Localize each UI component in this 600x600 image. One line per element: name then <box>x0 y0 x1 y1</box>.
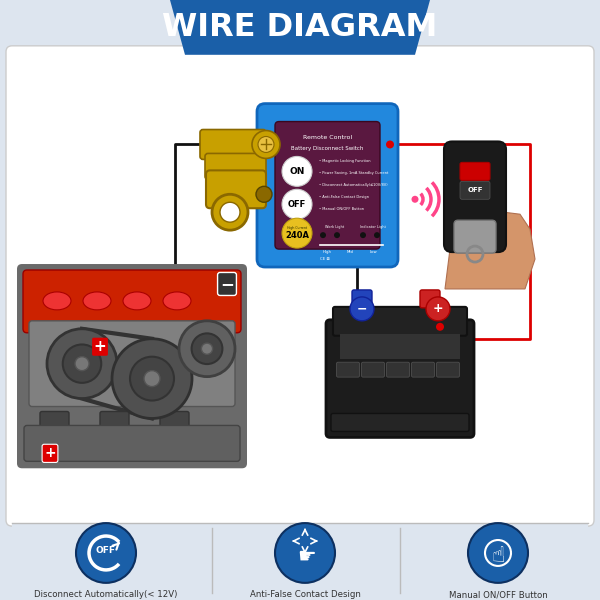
FancyBboxPatch shape <box>460 181 490 199</box>
Text: OFF: OFF <box>467 187 483 193</box>
FancyBboxPatch shape <box>275 122 380 249</box>
FancyBboxPatch shape <box>412 362 434 377</box>
Circle shape <box>130 356 174 401</box>
FancyBboxPatch shape <box>333 307 467 336</box>
Polygon shape <box>445 209 535 289</box>
Circle shape <box>350 297 374 321</box>
Circle shape <box>179 321 235 377</box>
FancyBboxPatch shape <box>24 425 240 461</box>
Text: CE ⊠: CE ⊠ <box>320 257 330 261</box>
Circle shape <box>282 157 312 187</box>
FancyBboxPatch shape <box>420 290 440 308</box>
FancyBboxPatch shape <box>326 320 474 437</box>
FancyBboxPatch shape <box>6 46 594 526</box>
Circle shape <box>75 356 89 371</box>
Text: ☝: ☝ <box>491 546 505 566</box>
Circle shape <box>144 371 160 386</box>
FancyBboxPatch shape <box>160 412 189 451</box>
FancyBboxPatch shape <box>206 170 266 208</box>
Circle shape <box>47 329 117 398</box>
Text: • Anti-False Contact Design: • Anti-False Contact Design <box>319 195 369 199</box>
Circle shape <box>334 232 340 238</box>
FancyBboxPatch shape <box>361 362 385 377</box>
Text: ☛: ☛ <box>298 547 316 567</box>
Circle shape <box>256 187 272 202</box>
Text: Remote Control: Remote Control <box>303 135 352 140</box>
Text: OFF: OFF <box>288 200 306 209</box>
Circle shape <box>212 194 248 230</box>
Text: Indicator Light: Indicator Light <box>360 225 386 229</box>
FancyBboxPatch shape <box>205 154 266 179</box>
Text: • Manual ON/OFF Button: • Manual ON/OFF Button <box>319 207 364 211</box>
Circle shape <box>360 232 366 238</box>
Circle shape <box>252 131 280 158</box>
Text: OFF: OFF <box>96 547 116 556</box>
FancyBboxPatch shape <box>331 413 469 431</box>
Text: Battery Disconnect Switch: Battery Disconnect Switch <box>292 146 364 151</box>
FancyBboxPatch shape <box>461 195 499 228</box>
Text: WIRE DIAGRAM: WIRE DIAGRAM <box>163 13 437 43</box>
Ellipse shape <box>163 292 191 310</box>
Ellipse shape <box>43 292 71 310</box>
FancyBboxPatch shape <box>40 412 69 451</box>
Text: Anti-False Contact Design: Anti-False Contact Design <box>250 590 361 599</box>
Circle shape <box>202 343 212 355</box>
Circle shape <box>412 196 419 203</box>
Text: • Power Saving, 1mA Standby Current: • Power Saving, 1mA Standby Current <box>319 172 388 175</box>
FancyBboxPatch shape <box>257 104 398 267</box>
Circle shape <box>112 339 192 418</box>
Text: Mid: Mid <box>347 250 353 254</box>
FancyBboxPatch shape <box>352 290 372 308</box>
Text: Manual ON/OFF Button: Manual ON/OFF Button <box>449 590 547 599</box>
FancyBboxPatch shape <box>23 270 241 333</box>
Circle shape <box>426 297 450 321</box>
Text: +: + <box>94 339 106 354</box>
Text: 240A: 240A <box>285 230 309 239</box>
Text: • Magnetic Locking Function: • Magnetic Locking Function <box>319 160 371 163</box>
Circle shape <box>282 190 312 219</box>
Text: −: − <box>220 275 234 293</box>
Circle shape <box>76 523 136 583</box>
Text: +: + <box>44 446 56 460</box>
Circle shape <box>320 232 326 238</box>
Text: • Disconnect Automatically(≤10V/8V): • Disconnect Automatically(≤10V/8V) <box>319 184 388 187</box>
FancyBboxPatch shape <box>454 220 496 253</box>
Circle shape <box>191 334 223 364</box>
FancyBboxPatch shape <box>17 264 247 468</box>
Text: Work Light: Work Light <box>325 225 344 229</box>
Circle shape <box>468 523 528 583</box>
FancyBboxPatch shape <box>444 142 506 252</box>
Ellipse shape <box>123 292 151 310</box>
Text: −: − <box>357 302 367 316</box>
FancyBboxPatch shape <box>29 321 235 407</box>
Circle shape <box>275 523 335 583</box>
Circle shape <box>282 218 312 248</box>
FancyBboxPatch shape <box>200 130 266 160</box>
Circle shape <box>374 232 380 238</box>
Text: +: + <box>433 302 443 316</box>
Text: High: High <box>323 250 331 254</box>
FancyBboxPatch shape <box>437 362 460 377</box>
FancyBboxPatch shape <box>460 163 490 181</box>
Text: ON: ON <box>289 167 305 176</box>
Text: Low: Low <box>369 250 377 254</box>
Circle shape <box>220 202 240 222</box>
Ellipse shape <box>83 292 111 310</box>
FancyBboxPatch shape <box>100 412 129 451</box>
Circle shape <box>258 136 274 152</box>
FancyBboxPatch shape <box>340 334 460 359</box>
Text: Disconnect Automatically(< 12V): Disconnect Automatically(< 12V) <box>34 590 178 599</box>
FancyBboxPatch shape <box>386 362 409 377</box>
Circle shape <box>386 140 394 148</box>
Polygon shape <box>170 0 430 55</box>
Circle shape <box>63 344 101 383</box>
FancyBboxPatch shape <box>12 523 588 600</box>
Text: High Current: High Current <box>287 226 307 230</box>
Circle shape <box>436 323 444 331</box>
FancyBboxPatch shape <box>337 362 359 377</box>
